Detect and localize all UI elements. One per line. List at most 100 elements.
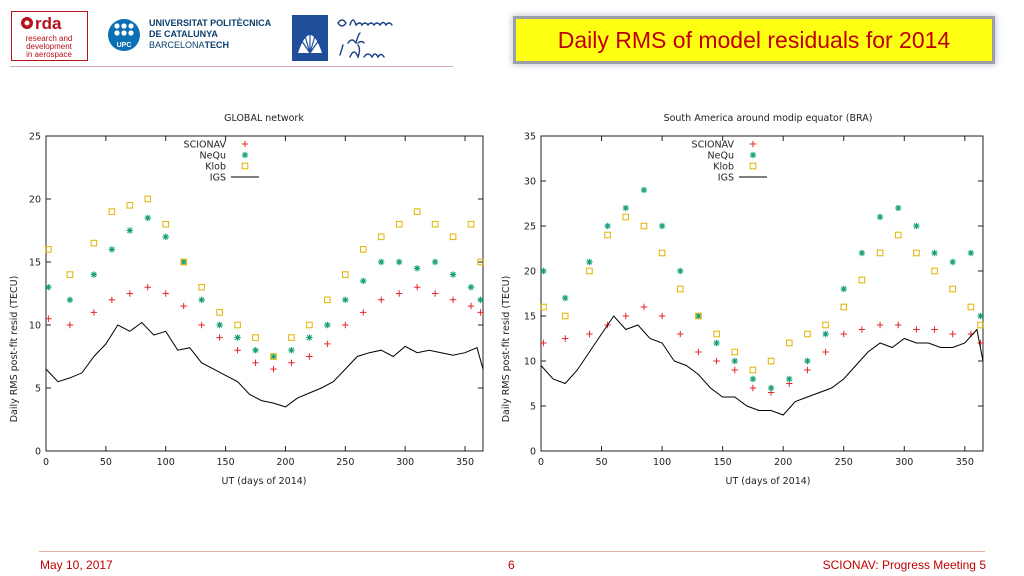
data-point-klob — [913, 249, 920, 257]
footer-page-number: 6 — [508, 558, 515, 572]
data-point-klob — [604, 231, 611, 239]
data-point-klob — [931, 267, 938, 275]
data-point-scionav — [126, 290, 134, 297]
data-point-nequ — [378, 258, 385, 266]
y-tick-label: 5 — [530, 402, 536, 413]
data-point-scionav — [342, 321, 349, 329]
observatori-ebre-logo — [292, 13, 437, 63]
chart-global-network: GLOBAL network UT (days of 2014) Daily R… — [9, 113, 484, 487]
data-point-nequ — [931, 249, 938, 257]
data-point-scionav — [360, 309, 367, 316]
y-tick-label: 10 — [29, 321, 41, 332]
data-point-klob — [467, 220, 475, 228]
data-point-nequ — [695, 312, 702, 320]
data-point-nequ — [786, 375, 793, 383]
data-point-scionav — [252, 359, 259, 366]
y-tick-label: 25 — [29, 132, 41, 143]
upc-name-line-2: DE CATALUNYA — [149, 29, 218, 39]
data-point-nequ — [586, 258, 593, 266]
data-point-nequ — [66, 296, 74, 303]
upc-seal-icon: UPC — [108, 19, 140, 51]
data-point-nequ — [467, 284, 475, 291]
data-point-klob — [731, 348, 739, 356]
data-point-nequ — [804, 357, 811, 365]
data-point-klob — [640, 222, 648, 230]
data-point-scionav — [413, 284, 421, 291]
y-tick-label: 5 — [35, 384, 41, 395]
data-point-scionav — [270, 365, 277, 373]
data-point-klob — [342, 271, 349, 278]
chart-title: South America around modip equator (BRA) — [664, 113, 873, 124]
data-point-nequ — [324, 321, 331, 329]
gage-line-2: development — [26, 42, 73, 51]
data-point-nequ — [604, 222, 611, 230]
data-point-klob — [288, 334, 295, 341]
data-point-klob — [449, 233, 457, 241]
y-axis-label: Daily RMS post-fit resid (TECU) — [501, 276, 512, 423]
data-point-scionav — [288, 359, 295, 366]
legend-label: NeQu — [708, 151, 734, 162]
data-point-scionav — [640, 303, 648, 311]
y-tick-label: 30 — [524, 177, 536, 188]
data-point-nequ — [622, 204, 629, 212]
x-tick-label: 250 — [336, 457, 354, 468]
data-point-klob — [216, 309, 223, 316]
data-point-klob — [695, 312, 702, 320]
data-point-klob — [144, 195, 152, 203]
x-tick-label: 0 — [43, 457, 49, 468]
data-point-scionav — [477, 309, 484, 316]
legend-label: NeQu — [200, 151, 226, 162]
data-point-nequ — [977, 312, 984, 320]
data-point-scionav — [695, 348, 702, 356]
data-point-nequ — [216, 321, 223, 329]
data-point-nequ — [822, 330, 829, 338]
data-point-scionav — [198, 321, 205, 329]
y-tick-label: 25 — [524, 222, 536, 233]
data-point-scionav — [467, 302, 475, 310]
data-point-nequ — [360, 277, 367, 285]
data-point-klob — [767, 357, 775, 365]
data-point-nequ — [640, 186, 648, 194]
x-axis-label: UT (days of 2014) — [222, 476, 307, 487]
data-point-klob — [126, 202, 134, 209]
data-point-scionav — [45, 315, 52, 322]
legend-label: SCIONAV — [184, 140, 227, 151]
data-point-nequ — [198, 296, 205, 303]
x-tick-label: 150 — [714, 457, 732, 468]
data-point-nequ — [449, 271, 457, 278]
plot-frame — [540, 135, 984, 452]
chart-south-america-bra: South America around modip equator (BRA)… — [501, 113, 984, 487]
legend-label: SCIONAV — [692, 140, 735, 151]
data-point-nequ — [270, 353, 277, 360]
legend-swatch — [749, 162, 757, 170]
gage-line-3: in aerospace — [26, 50, 72, 59]
x-axis-label: UT (days of 2014) — [726, 476, 811, 487]
legend-swatch — [241, 151, 249, 159]
data-point-klob — [324, 296, 331, 304]
data-point-klob — [822, 321, 829, 329]
data-point-klob — [858, 276, 866, 284]
data-point-klob — [108, 208, 116, 215]
data-point-klob — [90, 239, 98, 247]
data-point-nequ — [144, 214, 151, 222]
data-point-nequ — [306, 334, 313, 341]
x-tick-label: 100 — [653, 457, 671, 468]
data-point-klob — [967, 303, 975, 311]
data-point-nequ — [967, 249, 975, 257]
data-point-nequ — [108, 246, 116, 253]
data-point-klob — [713, 330, 720, 338]
data-point-nequ — [858, 249, 866, 257]
data-point-scionav — [876, 321, 884, 329]
data-point-nequ — [395, 258, 403, 266]
data-point-nequ — [677, 267, 684, 275]
data-point-scionav — [395, 290, 403, 297]
data-point-nequ — [540, 267, 547, 275]
data-point-nequ — [477, 296, 484, 303]
data-point-klob — [477, 258, 484, 266]
data-point-scionav — [324, 340, 331, 348]
data-point-klob — [359, 246, 367, 253]
y-tick-label: 15 — [29, 258, 41, 269]
ebre-signature — [337, 19, 393, 59]
data-point-nequ — [252, 347, 259, 354]
data-point-klob — [676, 285, 684, 293]
